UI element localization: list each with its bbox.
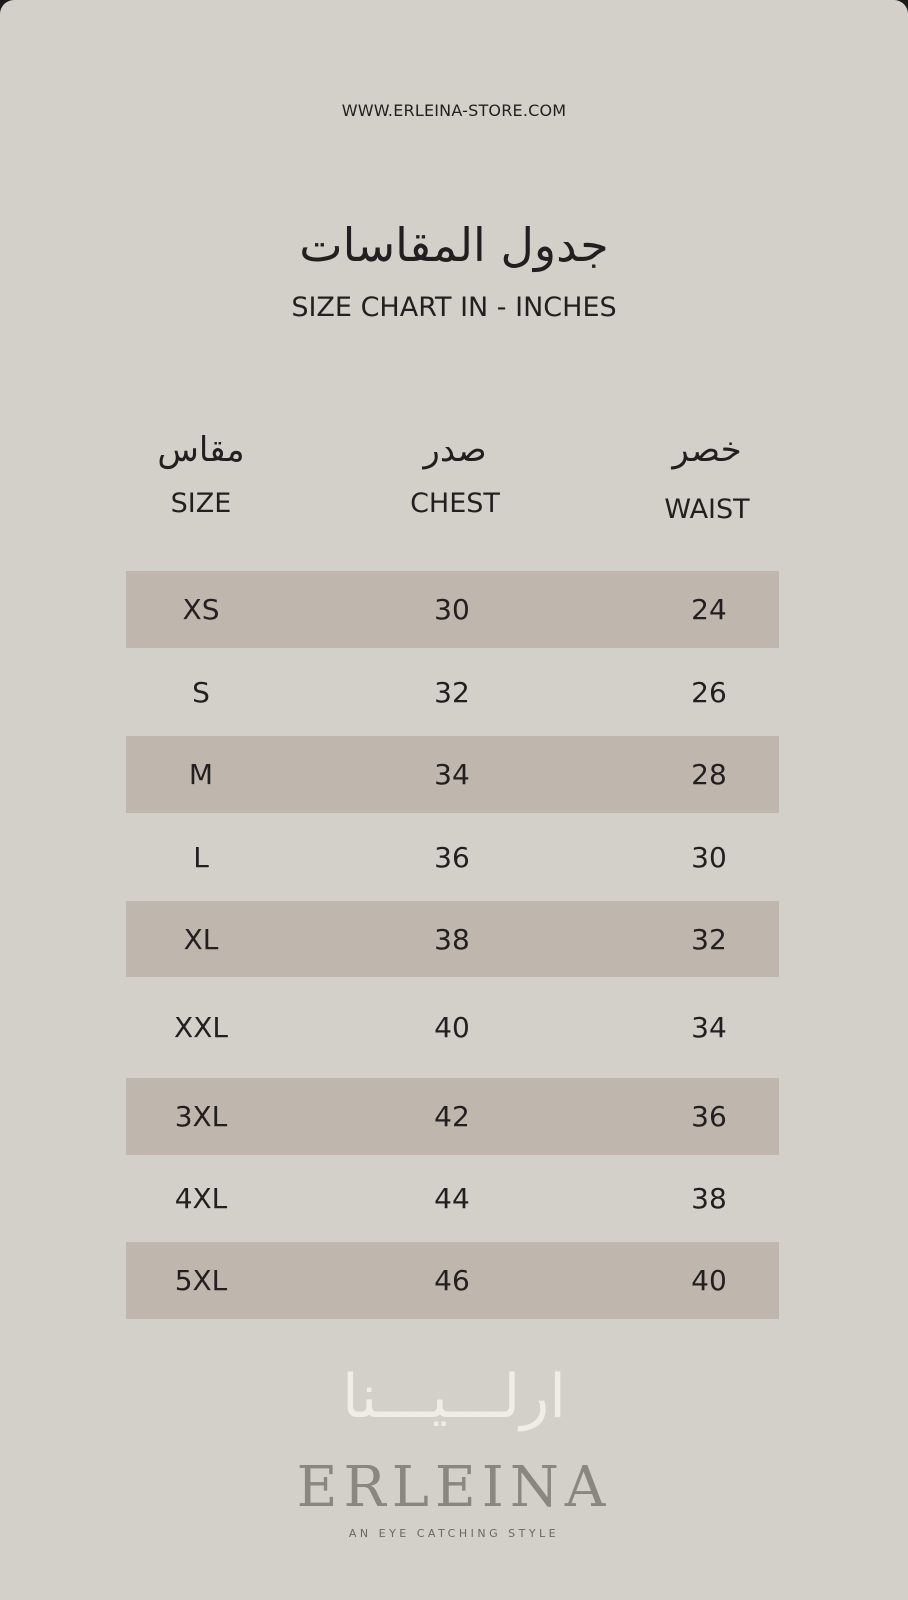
cell-waist: 26 <box>691 675 727 709</box>
cell-size: 5XL <box>174 1264 228 1297</box>
col-header-waist: WAIST <box>664 494 750 525</box>
cell-chest: 34 <box>434 758 470 791</box>
cell-size: 3XL <box>174 1100 228 1133</box>
table-row: XXL 40 34 <box>126 977 779 1078</box>
table-row: XS 30 24 <box>126 571 779 648</box>
cell-chest: 46 <box>434 1264 470 1297</box>
table-row: 4XL 44 38 <box>126 1155 779 1242</box>
cell-waist: 34 <box>691 1011 727 1044</box>
col-header-waist-ar: خصر <box>672 430 742 470</box>
cell-waist: 30 <box>691 840 727 874</box>
cell-waist: 24 <box>691 593 727 626</box>
table-row: M 34 28 <box>126 736 779 813</box>
cell-waist: 38 <box>691 1182 727 1215</box>
table-row: 3XL 42 36 <box>126 1078 779 1155</box>
cell-size: XS <box>182 593 220 626</box>
title-english: SIZE CHART IN - INCHES <box>291 292 617 323</box>
table-row: 5XL 46 40 <box>126 1242 779 1319</box>
cell-waist: 28 <box>691 758 727 791</box>
cell-size: XXL <box>174 1011 228 1044</box>
brand-logo-arabic: ارلـــيـــنا <box>342 1362 566 1432</box>
col-header-chest: CHEST <box>410 488 500 519</box>
table-row: XL 38 32 <box>126 901 779 977</box>
cell-waist: 32 <box>691 922 727 956</box>
cell-chest: 36 <box>434 840 470 874</box>
store-url: WWW.ERLEINA-STORE.COM <box>341 101 567 120</box>
cell-size: L <box>193 840 209 874</box>
cell-size: XL <box>183 922 219 956</box>
title-arabic: جدول المقاسات <box>299 218 609 272</box>
brand-logo: ERLEINA <box>296 1455 612 1520</box>
cell-chest: 40 <box>434 1011 470 1044</box>
cell-chest: 38 <box>434 922 470 956</box>
col-header-size: SIZE <box>170 488 232 519</box>
brand-tagline: AN EYE CATCHING STYLE <box>348 1527 560 1540</box>
col-header-chest-ar: صدر <box>423 430 487 470</box>
cell-chest: 44 <box>434 1182 470 1215</box>
cell-size: S <box>192 675 210 709</box>
cell-chest: 42 <box>434 1100 470 1133</box>
table-row: L 36 30 <box>126 813 779 901</box>
cell-chest: 32 <box>434 675 470 709</box>
col-header-size-ar: مقاس <box>157 430 245 470</box>
cell-chest: 30 <box>434 593 470 626</box>
table-row: S 32 26 <box>126 648 779 736</box>
cell-waist: 36 <box>691 1100 727 1133</box>
cell-size: 4XL <box>174 1182 228 1215</box>
cell-size: M <box>188 758 214 791</box>
cell-waist: 40 <box>691 1264 727 1297</box>
